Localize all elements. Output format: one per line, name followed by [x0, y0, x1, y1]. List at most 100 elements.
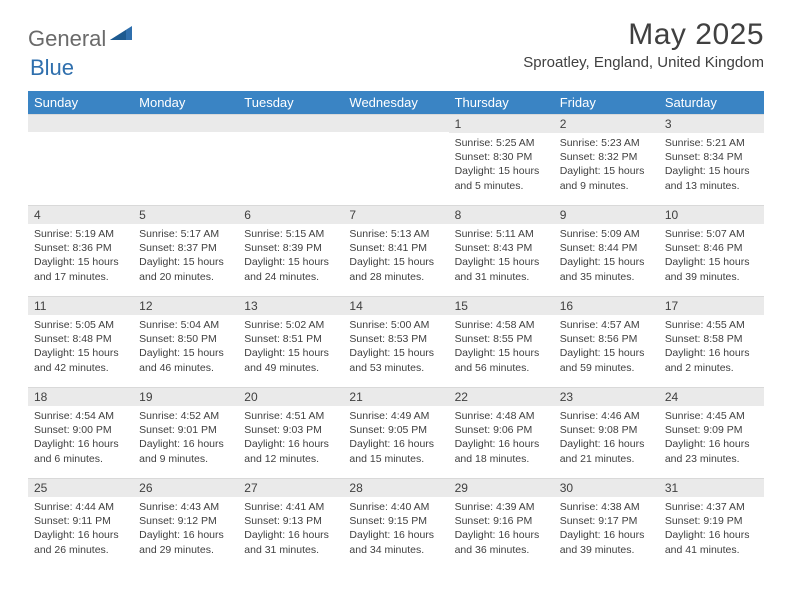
calendar-cell: 20Sunrise: 4:51 AMSunset: 9:03 PMDayligh… — [238, 387, 343, 478]
weekday-header: Thursday — [449, 91, 554, 114]
calendar-cell: 4Sunrise: 5:19 AMSunset: 8:36 PMDaylight… — [28, 205, 133, 296]
calendar-cell: 7Sunrise: 5:13 AMSunset: 8:41 PMDaylight… — [343, 205, 448, 296]
calendar-cell: 16Sunrise: 4:57 AMSunset: 8:56 PMDayligh… — [554, 296, 659, 387]
day-detail: Sunrise: 5:00 AMSunset: 8:53 PMDaylight:… — [343, 315, 448, 379]
day-detail: Sunrise: 4:52 AMSunset: 9:01 PMDaylight:… — [133, 406, 238, 470]
day-number: 6 — [238, 205, 343, 224]
day-number: 1 — [449, 114, 554, 133]
day-number: 29 — [449, 478, 554, 497]
day-number: 13 — [238, 296, 343, 315]
empty-day-bar — [343, 114, 448, 132]
calendar-cell: 25Sunrise: 4:44 AMSunset: 9:11 PMDayligh… — [28, 478, 133, 569]
calendar-cell: 6Sunrise: 5:15 AMSunset: 8:39 PMDaylight… — [238, 205, 343, 296]
day-number: 20 — [238, 387, 343, 406]
location-label: Sproatley, England, United Kingdom — [523, 54, 764, 71]
day-detail: Sunrise: 4:58 AMSunset: 8:55 PMDaylight:… — [449, 315, 554, 379]
weekday-header: Tuesday — [238, 91, 343, 114]
empty-day-bar — [133, 114, 238, 132]
day-number: 9 — [554, 205, 659, 224]
day-detail: Sunrise: 4:38 AMSunset: 9:17 PMDaylight:… — [554, 497, 659, 561]
day-detail: Sunrise: 5:15 AMSunset: 8:39 PMDaylight:… — [238, 224, 343, 288]
day-number: 11 — [28, 296, 133, 315]
day-detail: Sunrise: 4:55 AMSunset: 8:58 PMDaylight:… — [659, 315, 764, 379]
calendar-week-row: 18Sunrise: 4:54 AMSunset: 9:00 PMDayligh… — [28, 387, 764, 478]
weekday-header: Sunday — [28, 91, 133, 114]
calendar-cell — [343, 114, 448, 205]
calendar-cell: 21Sunrise: 4:49 AMSunset: 9:05 PMDayligh… — [343, 387, 448, 478]
day-detail: Sunrise: 5:02 AMSunset: 8:51 PMDaylight:… — [238, 315, 343, 379]
day-number: 21 — [343, 387, 448, 406]
day-detail: Sunrise: 4:54 AMSunset: 9:00 PMDaylight:… — [28, 406, 133, 470]
weekday-header: Wednesday — [343, 91, 448, 114]
day-number: 31 — [659, 478, 764, 497]
calendar-cell: 29Sunrise: 4:39 AMSunset: 9:16 PMDayligh… — [449, 478, 554, 569]
day-number: 17 — [659, 296, 764, 315]
day-detail: Sunrise: 5:13 AMSunset: 8:41 PMDaylight:… — [343, 224, 448, 288]
weekday-header: Saturday — [659, 91, 764, 114]
day-detail: Sunrise: 5:05 AMSunset: 8:48 PMDaylight:… — [28, 315, 133, 379]
calendar-cell: 31Sunrise: 4:37 AMSunset: 9:19 PMDayligh… — [659, 478, 764, 569]
day-detail: Sunrise: 5:17 AMSunset: 8:37 PMDaylight:… — [133, 224, 238, 288]
day-detail: Sunrise: 4:39 AMSunset: 9:16 PMDaylight:… — [449, 497, 554, 561]
calendar-cell: 15Sunrise: 4:58 AMSunset: 8:55 PMDayligh… — [449, 296, 554, 387]
month-title: May 2025 — [523, 18, 764, 52]
day-number: 23 — [554, 387, 659, 406]
day-number: 5 — [133, 205, 238, 224]
calendar-cell — [133, 114, 238, 205]
day-number: 8 — [449, 205, 554, 224]
day-number: 14 — [343, 296, 448, 315]
day-number: 12 — [133, 296, 238, 315]
calendar-week-row: 25Sunrise: 4:44 AMSunset: 9:11 PMDayligh… — [28, 478, 764, 569]
day-number: 16 — [554, 296, 659, 315]
calendar-cell: 1Sunrise: 5:25 AMSunset: 8:30 PMDaylight… — [449, 114, 554, 205]
day-detail: Sunrise: 4:49 AMSunset: 9:05 PMDaylight:… — [343, 406, 448, 470]
day-detail: Sunrise: 5:09 AMSunset: 8:44 PMDaylight:… — [554, 224, 659, 288]
day-number: 27 — [238, 478, 343, 497]
calendar-week-row: 1Sunrise: 5:25 AMSunset: 8:30 PMDaylight… — [28, 114, 764, 205]
day-detail: Sunrise: 4:43 AMSunset: 9:12 PMDaylight:… — [133, 497, 238, 561]
weekday-header-row: SundayMondayTuesdayWednesdayThursdayFrid… — [28, 91, 764, 114]
day-detail: Sunrise: 5:23 AMSunset: 8:32 PMDaylight:… — [554, 133, 659, 197]
calendar-cell: 2Sunrise: 5:23 AMSunset: 8:32 PMDaylight… — [554, 114, 659, 205]
calendar-cell: 11Sunrise: 5:05 AMSunset: 8:48 PMDayligh… — [28, 296, 133, 387]
calendar-cell — [28, 114, 133, 205]
calendar-cell: 28Sunrise: 4:40 AMSunset: 9:15 PMDayligh… — [343, 478, 448, 569]
calendar-cell: 22Sunrise: 4:48 AMSunset: 9:06 PMDayligh… — [449, 387, 554, 478]
calendar-cell: 3Sunrise: 5:21 AMSunset: 8:34 PMDaylight… — [659, 114, 764, 205]
day-number: 19 — [133, 387, 238, 406]
day-detail: Sunrise: 4:40 AMSunset: 9:15 PMDaylight:… — [343, 497, 448, 561]
day-number: 30 — [554, 478, 659, 497]
calendar-week-row: 4Sunrise: 5:19 AMSunset: 8:36 PMDaylight… — [28, 205, 764, 296]
day-detail: Sunrise: 5:11 AMSunset: 8:43 PMDaylight:… — [449, 224, 554, 288]
day-detail: Sunrise: 4:51 AMSunset: 9:03 PMDaylight:… — [238, 406, 343, 470]
day-number: 26 — [133, 478, 238, 497]
calendar-cell: 13Sunrise: 5:02 AMSunset: 8:51 PMDayligh… — [238, 296, 343, 387]
calendar-cell: 9Sunrise: 5:09 AMSunset: 8:44 PMDaylight… — [554, 205, 659, 296]
weekday-header: Monday — [133, 91, 238, 114]
calendar-cell: 17Sunrise: 4:55 AMSunset: 8:58 PMDayligh… — [659, 296, 764, 387]
calendar-cell: 18Sunrise: 4:54 AMSunset: 9:00 PMDayligh… — [28, 387, 133, 478]
logo-text-blue: Blue — [30, 55, 74, 81]
day-number: 15 — [449, 296, 554, 315]
day-number: 22 — [449, 387, 554, 406]
day-detail: Sunrise: 4:41 AMSunset: 9:13 PMDaylight:… — [238, 497, 343, 561]
calendar-cell — [238, 114, 343, 205]
calendar-cell: 23Sunrise: 4:46 AMSunset: 9:08 PMDayligh… — [554, 387, 659, 478]
calendar-cell: 14Sunrise: 5:00 AMSunset: 8:53 PMDayligh… — [343, 296, 448, 387]
day-number: 24 — [659, 387, 764, 406]
logo: General — [28, 18, 134, 53]
calendar-cell: 10Sunrise: 5:07 AMSunset: 8:46 PMDayligh… — [659, 205, 764, 296]
day-number: 7 — [343, 205, 448, 224]
day-detail: Sunrise: 4:45 AMSunset: 9:09 PMDaylight:… — [659, 406, 764, 470]
calendar-week-row: 11Sunrise: 5:05 AMSunset: 8:48 PMDayligh… — [28, 296, 764, 387]
calendar-cell: 26Sunrise: 4:43 AMSunset: 9:12 PMDayligh… — [133, 478, 238, 569]
calendar-cell: 19Sunrise: 4:52 AMSunset: 9:01 PMDayligh… — [133, 387, 238, 478]
day-number: 2 — [554, 114, 659, 133]
day-detail: Sunrise: 5:19 AMSunset: 8:36 PMDaylight:… — [28, 224, 133, 288]
day-detail: Sunrise: 4:37 AMSunset: 9:19 PMDaylight:… — [659, 497, 764, 561]
calendar-cell: 27Sunrise: 4:41 AMSunset: 9:13 PMDayligh… — [238, 478, 343, 569]
day-detail: Sunrise: 4:57 AMSunset: 8:56 PMDaylight:… — [554, 315, 659, 379]
day-number: 4 — [28, 205, 133, 224]
logo-text-general: General — [28, 26, 106, 52]
day-detail: Sunrise: 5:21 AMSunset: 8:34 PMDaylight:… — [659, 133, 764, 197]
